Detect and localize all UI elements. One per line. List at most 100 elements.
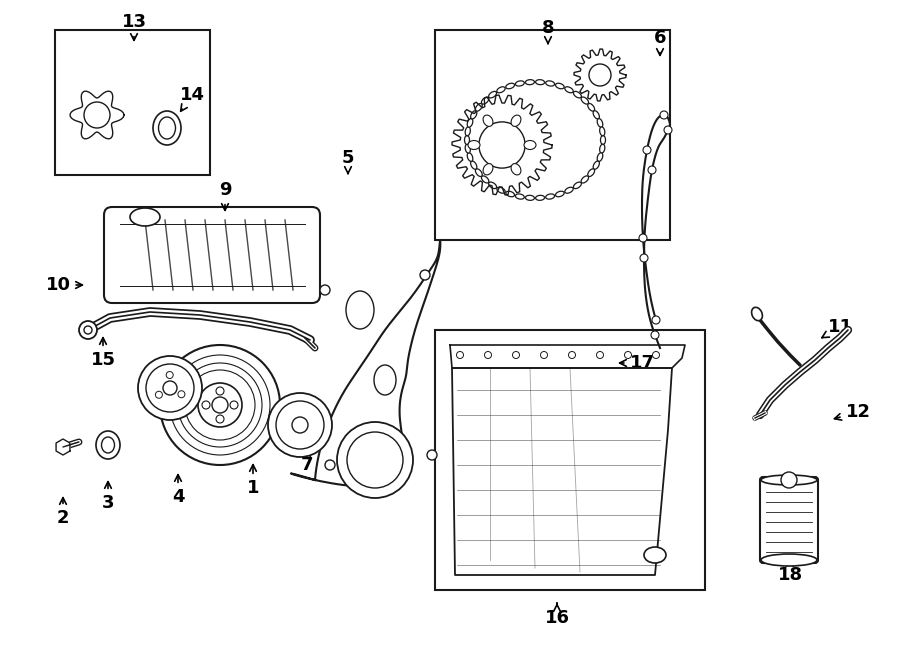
Circle shape (512, 352, 519, 358)
Circle shape (146, 364, 194, 412)
Ellipse shape (464, 136, 470, 145)
Polygon shape (574, 49, 626, 101)
Ellipse shape (465, 127, 471, 136)
Ellipse shape (593, 111, 599, 119)
Circle shape (325, 460, 335, 470)
Ellipse shape (511, 115, 521, 126)
Circle shape (643, 146, 651, 154)
Bar (435, 330, 705, 590)
Ellipse shape (506, 191, 515, 197)
Circle shape (652, 316, 660, 324)
Ellipse shape (482, 97, 489, 104)
Ellipse shape (536, 196, 544, 200)
Ellipse shape (497, 187, 505, 193)
Ellipse shape (588, 169, 595, 176)
Circle shape (625, 352, 632, 358)
Polygon shape (291, 240, 440, 486)
Ellipse shape (599, 144, 605, 153)
Ellipse shape (467, 153, 472, 161)
Ellipse shape (102, 437, 114, 453)
Polygon shape (452, 95, 552, 195)
Ellipse shape (482, 176, 489, 183)
Circle shape (660, 111, 668, 119)
Ellipse shape (526, 196, 535, 200)
Ellipse shape (130, 208, 160, 226)
Ellipse shape (506, 83, 515, 89)
Ellipse shape (489, 91, 497, 98)
Circle shape (212, 397, 228, 413)
Ellipse shape (588, 104, 595, 111)
Circle shape (79, 321, 97, 339)
Ellipse shape (600, 136, 606, 145)
Circle shape (198, 383, 242, 427)
Ellipse shape (489, 182, 497, 188)
Ellipse shape (598, 153, 603, 161)
Ellipse shape (475, 169, 482, 176)
Text: 2: 2 (57, 498, 69, 527)
Ellipse shape (555, 191, 564, 197)
Text: 6: 6 (653, 29, 666, 56)
Text: 5: 5 (342, 149, 355, 173)
Circle shape (170, 355, 270, 455)
Polygon shape (452, 368, 672, 575)
Polygon shape (450, 345, 685, 368)
Circle shape (230, 401, 238, 409)
Ellipse shape (467, 118, 472, 127)
Circle shape (156, 391, 162, 399)
Text: 12: 12 (834, 403, 870, 421)
Circle shape (589, 64, 611, 86)
Ellipse shape (581, 97, 589, 104)
Circle shape (420, 270, 430, 280)
Circle shape (456, 352, 464, 358)
Circle shape (479, 122, 525, 168)
Ellipse shape (360, 428, 380, 453)
Circle shape (427, 450, 437, 460)
Circle shape (185, 370, 255, 440)
Ellipse shape (545, 81, 554, 86)
Ellipse shape (545, 194, 554, 199)
Text: 14: 14 (179, 86, 204, 111)
Circle shape (597, 352, 604, 358)
Ellipse shape (644, 547, 666, 563)
Polygon shape (56, 439, 70, 455)
Ellipse shape (555, 83, 564, 89)
Ellipse shape (158, 117, 176, 139)
Ellipse shape (497, 87, 505, 93)
Circle shape (178, 363, 262, 447)
Circle shape (648, 166, 656, 174)
Circle shape (347, 432, 403, 488)
Text: 17: 17 (619, 354, 654, 372)
Circle shape (664, 126, 672, 134)
Circle shape (292, 417, 308, 433)
Ellipse shape (346, 291, 374, 329)
Ellipse shape (465, 144, 471, 153)
Ellipse shape (565, 87, 573, 93)
Circle shape (781, 472, 797, 488)
Ellipse shape (96, 431, 120, 459)
Text: 4: 4 (172, 475, 184, 506)
Ellipse shape (511, 163, 521, 175)
Ellipse shape (483, 163, 493, 175)
Text: 1: 1 (247, 465, 259, 497)
Text: 13: 13 (122, 13, 147, 40)
Ellipse shape (581, 176, 589, 183)
Ellipse shape (471, 161, 477, 169)
Text: 7: 7 (301, 449, 313, 474)
FancyBboxPatch shape (104, 207, 320, 303)
Ellipse shape (468, 141, 480, 149)
Ellipse shape (475, 104, 482, 111)
Circle shape (160, 345, 280, 465)
Ellipse shape (593, 161, 599, 169)
Circle shape (337, 422, 413, 498)
Circle shape (84, 326, 92, 334)
FancyBboxPatch shape (760, 477, 818, 563)
Circle shape (178, 391, 184, 398)
Ellipse shape (483, 115, 493, 126)
Ellipse shape (761, 554, 817, 566)
Ellipse shape (374, 365, 396, 395)
Ellipse shape (565, 187, 573, 193)
Bar (435, 30, 670, 240)
Circle shape (163, 381, 177, 395)
Circle shape (639, 234, 647, 242)
Circle shape (640, 254, 648, 262)
